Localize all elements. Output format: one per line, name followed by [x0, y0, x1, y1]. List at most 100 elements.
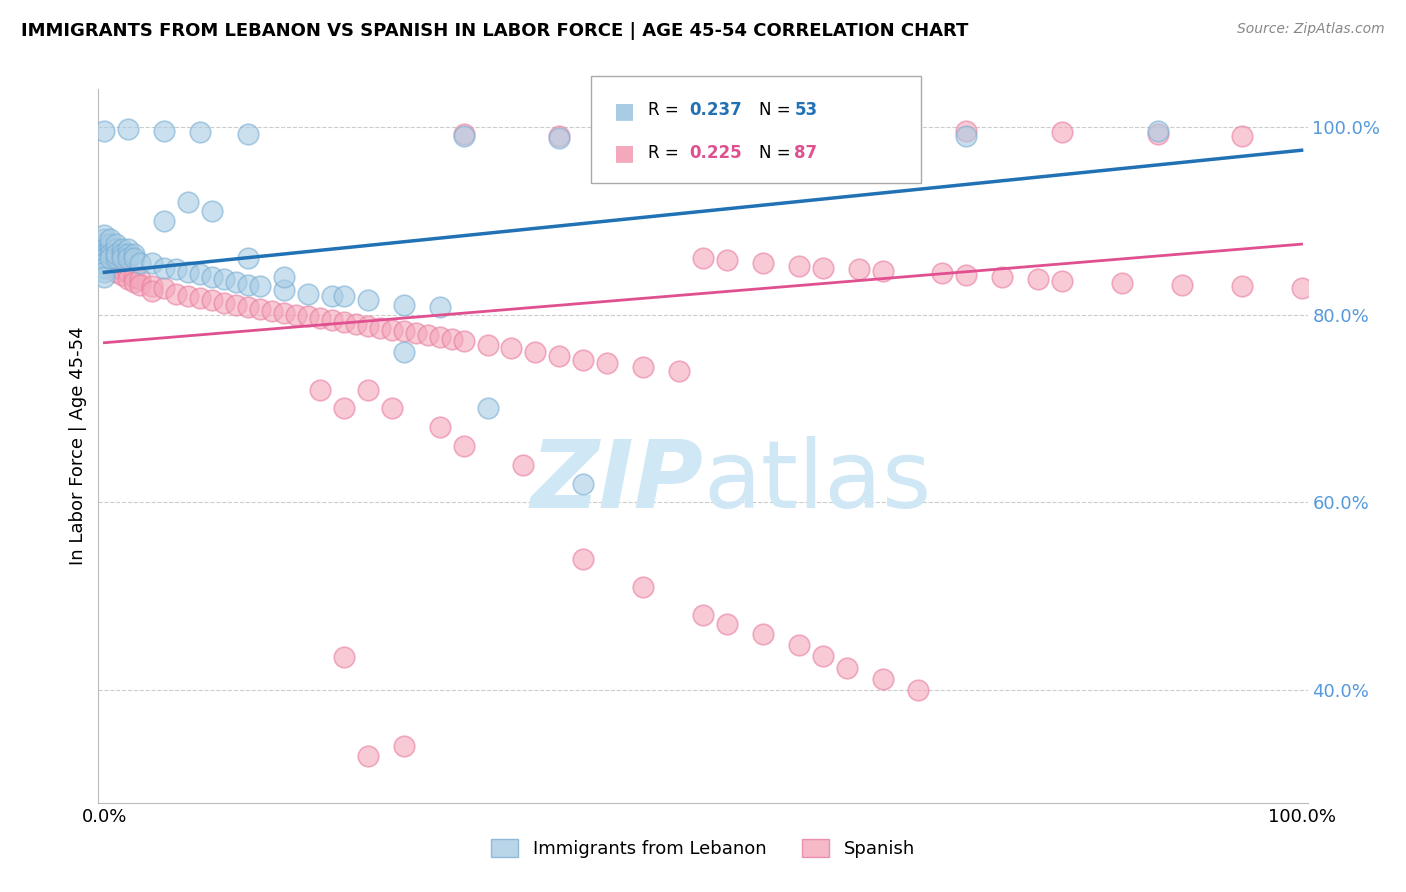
Point	[931, 266, 953, 280]
Point	[93, 260, 115, 275]
Point	[117, 242, 139, 256]
Point	[236, 277, 259, 292]
Point	[117, 246, 139, 260]
Point	[392, 345, 415, 359]
Point	[111, 262, 134, 277]
Point	[153, 213, 176, 227]
Point	[811, 260, 834, 275]
Point	[381, 401, 404, 416]
Point	[100, 251, 122, 265]
Point	[129, 272, 152, 286]
Point	[236, 300, 259, 314]
Point	[787, 259, 810, 273]
Point	[153, 260, 176, 275]
Point	[955, 123, 977, 137]
Point	[260, 303, 283, 318]
Point	[105, 242, 128, 256]
Point	[835, 660, 858, 674]
Text: N =: N =	[759, 101, 796, 119]
Point	[188, 267, 211, 281]
Point	[321, 313, 343, 327]
Point	[225, 275, 247, 289]
Point	[93, 227, 115, 242]
Point	[1230, 129, 1253, 144]
Point	[284, 308, 307, 322]
Point	[572, 551, 595, 566]
Point	[236, 251, 259, 265]
Point	[572, 352, 595, 367]
Point	[100, 242, 122, 256]
Text: atlas: atlas	[703, 435, 931, 528]
Point	[429, 330, 451, 344]
Point	[1050, 274, 1073, 288]
Text: Source: ZipAtlas.com: Source: ZipAtlas.com	[1237, 22, 1385, 37]
Point	[1147, 128, 1170, 142]
Point	[124, 251, 146, 265]
Point	[321, 289, 343, 303]
Text: 53: 53	[794, 101, 817, 119]
Point	[453, 128, 475, 142]
Point	[93, 124, 115, 138]
Point	[1111, 276, 1133, 290]
Point	[309, 311, 332, 326]
Text: 0.237: 0.237	[689, 101, 742, 119]
Point	[692, 607, 714, 622]
Point	[177, 289, 200, 303]
Text: N =: N =	[759, 144, 796, 161]
Point	[440, 332, 463, 346]
Point	[273, 270, 295, 285]
Point	[297, 286, 319, 301]
Point	[165, 286, 187, 301]
Point	[93, 246, 115, 260]
Point	[93, 251, 115, 265]
Point	[141, 256, 163, 270]
Point	[991, 270, 1014, 285]
Point	[165, 262, 187, 277]
Point	[93, 265, 115, 279]
Point	[111, 246, 134, 260]
Point	[188, 125, 211, 139]
Point	[129, 277, 152, 292]
Point	[752, 627, 775, 641]
Point	[105, 260, 128, 275]
Point	[357, 748, 380, 763]
Point	[1171, 277, 1194, 292]
Point	[357, 293, 380, 308]
Point	[872, 264, 894, 278]
Point	[333, 315, 356, 329]
Point	[117, 251, 139, 265]
Point	[141, 284, 163, 298]
Text: IMMIGRANTS FROM LEBANON VS SPANISH IN LABOR FORCE | AGE 45-54 CORRELATION CHART: IMMIGRANTS FROM LEBANON VS SPANISH IN LA…	[21, 22, 969, 40]
Point	[117, 121, 139, 136]
Point	[105, 251, 128, 265]
Point	[907, 683, 929, 698]
Point	[93, 270, 115, 285]
Point	[572, 476, 595, 491]
Point	[111, 242, 134, 256]
Point	[668, 364, 690, 378]
Point	[1147, 124, 1170, 138]
Point	[100, 253, 122, 268]
Point	[153, 281, 176, 295]
Point	[177, 194, 200, 209]
Point	[955, 268, 977, 282]
Point	[392, 325, 415, 339]
Point	[381, 322, 404, 336]
Point	[368, 320, 391, 334]
Point	[548, 349, 571, 363]
Point	[129, 256, 152, 270]
Point	[392, 298, 415, 312]
Point	[357, 383, 380, 397]
Point	[105, 265, 128, 279]
Point	[848, 262, 870, 277]
Point	[631, 360, 654, 375]
Point	[631, 580, 654, 594]
Point	[93, 242, 115, 256]
Point	[501, 342, 523, 356]
Point	[93, 246, 115, 260]
Point	[872, 121, 894, 136]
Point	[392, 739, 415, 754]
Point	[100, 237, 122, 252]
Point	[100, 246, 122, 260]
Point	[429, 300, 451, 314]
